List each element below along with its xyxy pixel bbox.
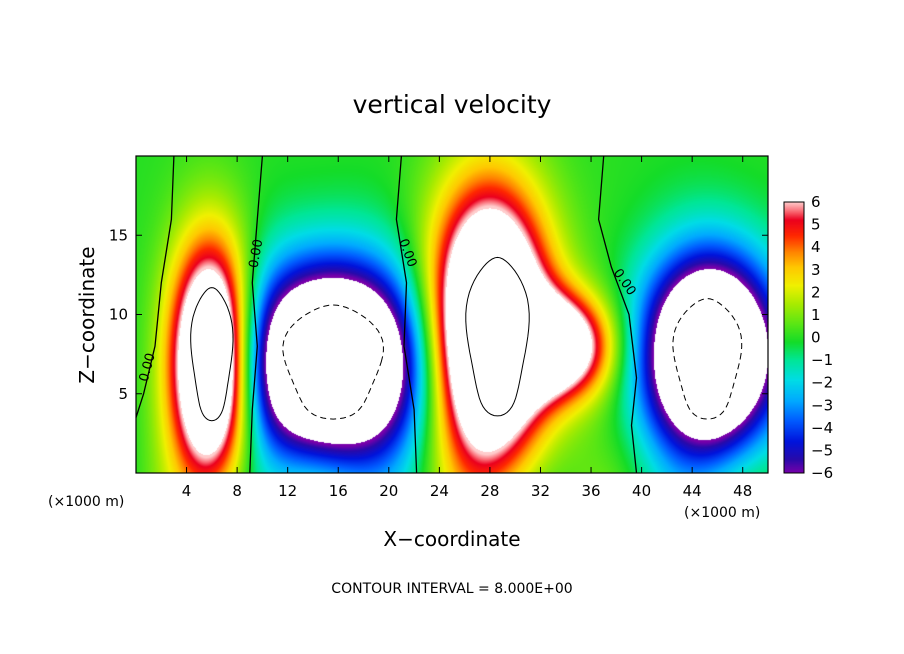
updraft-contour — [465, 256, 530, 417]
colorbar-frame — [783, 201, 805, 474]
colorbar-tick-label: −3 — [811, 396, 833, 414]
x-tick-label: 36 — [581, 482, 600, 500]
zero-contour-line — [135, 155, 175, 418]
colorbar-tick-label: 6 — [811, 193, 821, 211]
y-axis-label: Z−coordinate — [75, 246, 99, 383]
x-tick-label: 4 — [182, 482, 192, 500]
x-tick-label: 24 — [430, 482, 449, 500]
velocity-heatmap — [136, 156, 768, 473]
colorbar-tick-label: −4 — [811, 419, 833, 437]
colorbar-tick-label: −5 — [811, 441, 833, 459]
zero-contour-line — [395, 155, 418, 474]
downdraft-contour — [282, 304, 384, 420]
x-axis-ticks: 4 8 12 16 20 24 28 32 36 40 44 48 — [182, 156, 752, 500]
colorbar-gradient — [784, 202, 804, 473]
x-tick-label: 32 — [531, 482, 550, 500]
y-tick-label: 15 — [109, 226, 128, 244]
colorbar-tick-label: 3 — [811, 261, 821, 279]
colorbar-tick-label: −1 — [811, 351, 833, 369]
colorbar-tick-label: 0 — [811, 329, 821, 347]
x-tick-label: 40 — [632, 482, 651, 500]
y-axis-ticks: 5 10 15 — [109, 226, 768, 403]
x-tick-label: 48 — [733, 482, 752, 500]
updraft-contour — [190, 287, 234, 422]
y-tick-label: 10 — [109, 306, 128, 324]
contour-interval-note: CONTOUR INTERVAL = 8.000E+00 — [331, 581, 572, 597]
downdraft-contour — [672, 298, 743, 420]
colorbar-tick-label: 5 — [811, 216, 821, 234]
colorbar: 6 5 4 3 2 1 0 −1 −2 −3 −4 −5 −6 — [783, 193, 833, 482]
colorbar-ticks: 6 5 4 3 2 1 0 −1 −2 −3 −4 −5 −6 — [811, 193, 833, 482]
colorbar-tick-label: −6 — [811, 464, 833, 482]
contour-label: 0.00 — [137, 352, 159, 384]
x-tick-label: 44 — [683, 482, 702, 500]
chart-title: vertical velocity — [353, 90, 552, 119]
x-unit-right: (×1000 m) — [684, 505, 760, 521]
colorbar-tick-label: 1 — [811, 306, 821, 324]
x-unit-left: (×1000 m) — [48, 494, 124, 510]
y-tick-label: 5 — [118, 385, 128, 403]
colorbar-tick-label: 2 — [811, 283, 821, 301]
colorbar-tick-label: −2 — [811, 374, 833, 392]
zero-contour-line — [597, 155, 638, 474]
x-tick-label: 16 — [329, 482, 348, 500]
zero-contour-line — [249, 155, 264, 474]
x-tick-label: 20 — [379, 482, 398, 500]
x-tick-label: 8 — [232, 482, 242, 500]
colorbar-tick-label: 4 — [811, 238, 821, 256]
x-tick-label: 12 — [278, 482, 297, 500]
contour-label: 0.00 — [247, 238, 267, 269]
x-tick-label: 28 — [480, 482, 499, 500]
x-axis-label: X−coordinate — [383, 527, 520, 551]
plot-area: 0.000.00 0.000.00 4 8 12 16 20 24 28 32 36 40 44 48 … — [109, 155, 769, 500]
